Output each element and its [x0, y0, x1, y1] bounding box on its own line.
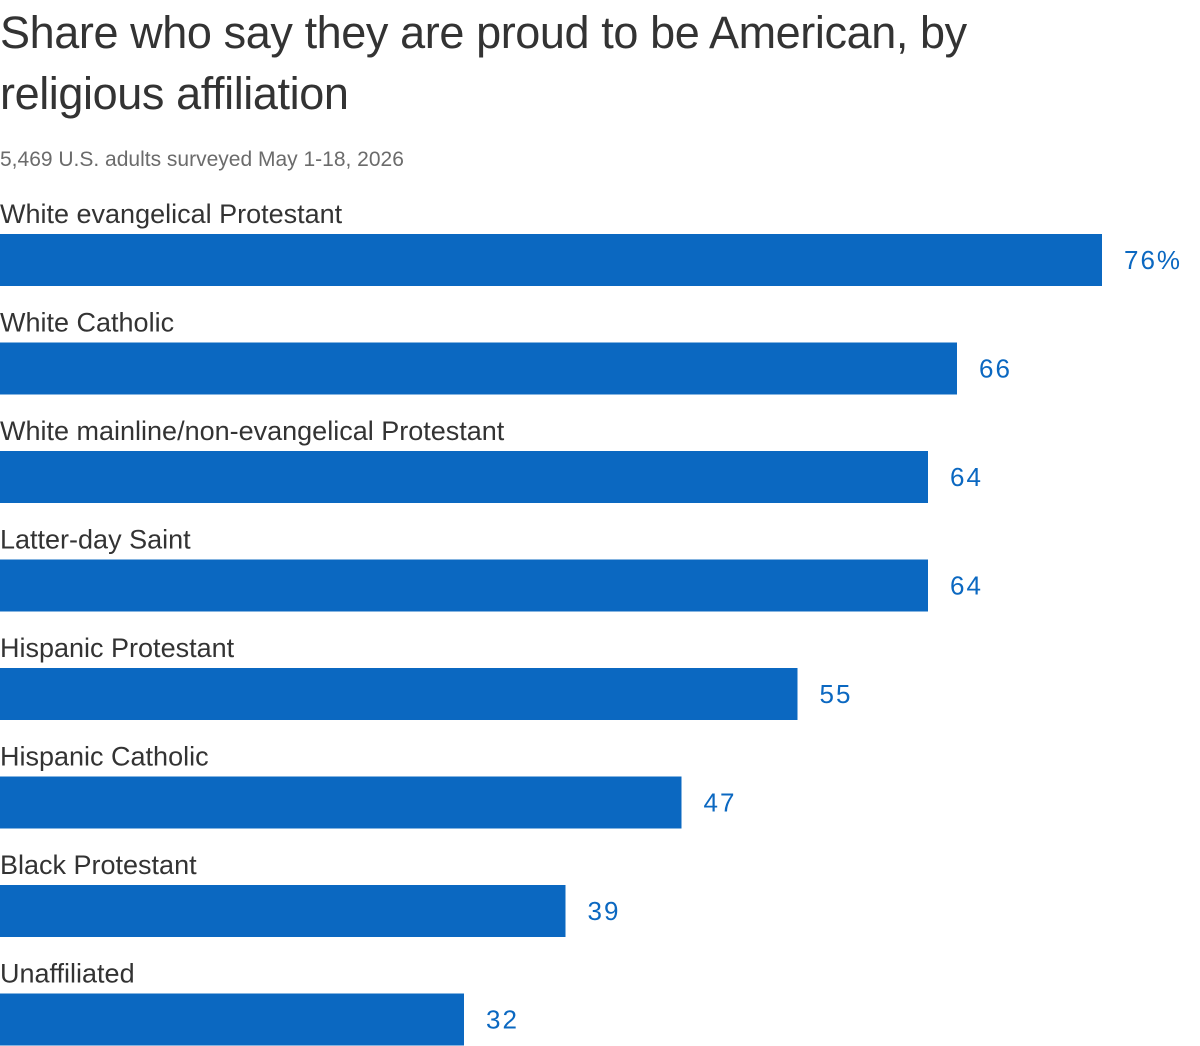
category-label: White mainline/non-evangelical Protestan… [0, 416, 505, 446]
bar [0, 342, 957, 395]
value-label: 64 [950, 571, 983, 601]
bar [0, 451, 928, 503]
category-label: Unaffiliated [0, 959, 135, 989]
chart-subtitle: 5,469 U.S. adults surveyed May 1-18, 202… [0, 148, 404, 171]
bar [0, 234, 1102, 286]
bar [0, 668, 798, 720]
value-label: 32 [486, 1005, 519, 1035]
category-label: Black Protestant [0, 850, 197, 880]
value-label: 64 [950, 462, 983, 492]
value-label: 55 [820, 679, 853, 709]
category-label: White Catholic [0, 308, 174, 338]
category-label: Latter-day Saint [0, 525, 191, 555]
value-label: 76% [1124, 245, 1182, 275]
category-label: White evangelical Protestant [0, 199, 343, 229]
category-label: Hispanic Protestant [0, 633, 235, 663]
value-label: 47 [704, 788, 737, 818]
chart-title: Share who say they are proud to be Ameri… [0, 7, 967, 119]
bar [0, 776, 682, 829]
category-label: Hispanic Catholic [0, 742, 209, 772]
bar [0, 559, 928, 612]
bar [0, 885, 566, 937]
bar [0, 993, 464, 1046]
value-label: 39 [588, 896, 621, 926]
value-label: 66 [979, 354, 1012, 384]
